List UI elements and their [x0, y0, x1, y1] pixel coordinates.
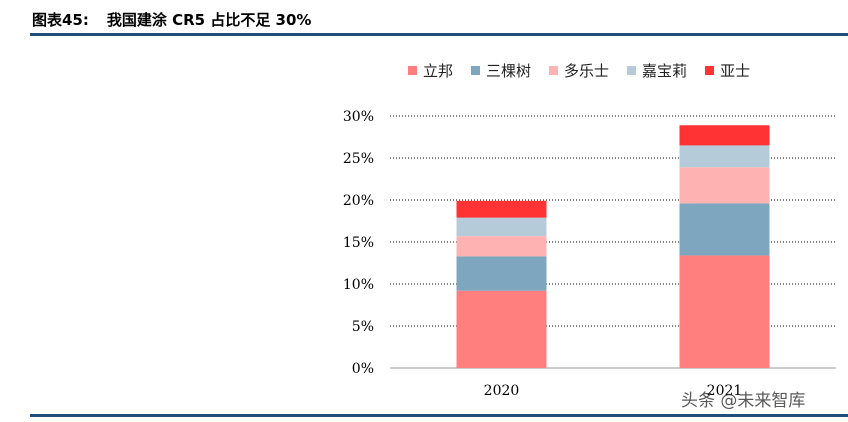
legend-swatch	[471, 66, 481, 75]
bar-segment-2021-1	[679, 203, 770, 256]
bar-segment-2020-0	[456, 290, 547, 368]
bar-segment-2021-0	[679, 255, 770, 368]
legend-label: 三棵树	[486, 62, 532, 80]
legend-swatch	[705, 66, 715, 75]
chart-title: 我国建涂 CR5 占比不足 30%	[106, 10, 312, 29]
legend-item-sankeshu: 三棵树	[471, 60, 531, 81]
legend-label: 立邦	[423, 62, 454, 80]
y-tick-label: 20%	[343, 193, 374, 209]
bar-segment-2021-4	[679, 125, 770, 146]
y-tick-label: 10%	[343, 277, 374, 293]
y-tick-label: 15%	[343, 235, 374, 251]
y-tick-label: 0%	[352, 361, 374, 377]
bar-segment-2021-3	[679, 145, 770, 168]
bar-segment-2021-2	[679, 167, 770, 204]
bar-segment-2020-2	[456, 236, 547, 257]
legend-label: 多乐士	[564, 62, 610, 80]
legend-swatch	[408, 66, 417, 75]
legend-item-jiabaoli: 嘉宝莉	[627, 60, 687, 81]
bottom-divider	[30, 414, 848, 417]
top-divider	[30, 33, 848, 36]
bar-segment-2020-4	[456, 200, 547, 218]
legend-item-duoleshi: 多乐士	[549, 60, 609, 81]
legend-swatch	[549, 66, 559, 75]
legend-label: 嘉宝莉	[642, 62, 688, 80]
x-tick-label: 2021	[707, 383, 743, 399]
watermark: 头条 @未来智库	[681, 391, 806, 411]
y-tick-label: 25%	[343, 151, 374, 167]
chart-legend: 立邦 三棵树 多乐士 嘉宝莉 亚士	[408, 60, 768, 81]
legend-label: 亚士	[720, 62, 751, 80]
x-tick-label: 2020	[484, 383, 520, 399]
y-tick-label: 30%	[343, 109, 374, 125]
figure-label: 图表45:	[32, 10, 89, 29]
bar-segment-2020-1	[456, 256, 547, 291]
bar-segment-2020-3	[456, 217, 547, 237]
legend-item-yashi: 亚士	[705, 60, 750, 81]
legend-item-libang: 立邦	[408, 60, 453, 81]
y-tick-label: 5%	[352, 319, 374, 335]
legend-swatch	[627, 66, 637, 75]
figure-title: 图表45: 我国建涂 CR5 占比不足 30%	[32, 6, 311, 32]
